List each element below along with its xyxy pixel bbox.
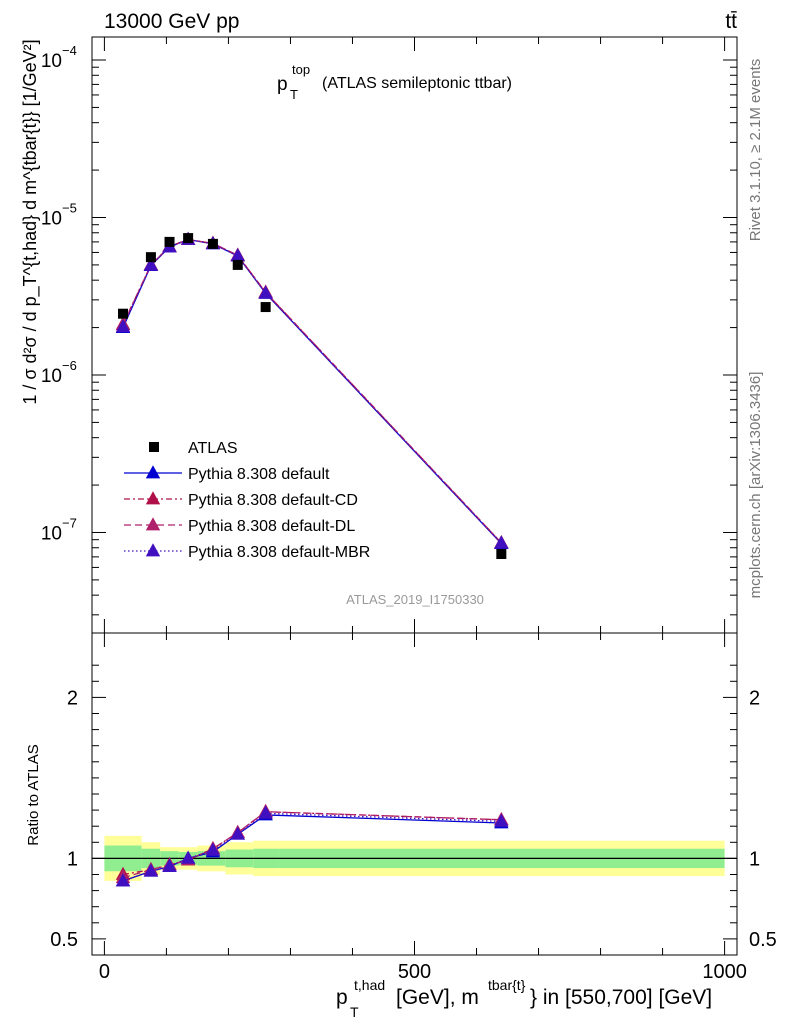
svg-text:−6: −6: [62, 358, 77, 373]
title-rest: (ATLAS semileptonic ttbar): [322, 75, 512, 92]
triangle-marker: [162, 858, 177, 872]
xlabel-sup: t,had: [354, 977, 385, 993]
xlabel-mid: [GeV], m: [396, 986, 479, 1009]
square-marker: [149, 442, 159, 452]
triangle-marker: [145, 491, 161, 505]
triangle-marker: [258, 285, 273, 299]
svg-text:10: 10: [41, 366, 62, 387]
series-line: [122, 238, 502, 544]
svg-text:10: 10: [41, 523, 62, 544]
triangle-marker: [494, 813, 509, 827]
ratio-series-line: [122, 811, 502, 879]
triangle-marker: [145, 465, 161, 479]
ratio-y-tick-label-right: 0.5: [749, 929, 777, 951]
ratio-y-tick-label: 2: [67, 687, 78, 709]
triangle-marker: [205, 842, 221, 856]
legend-entry: ATLAS: [149, 440, 238, 457]
svg-text:−4: −4: [62, 43, 77, 58]
legend-label: Pythia 8.308 default: [188, 466, 330, 483]
process-label: 13000 GeV pp: [104, 10, 239, 33]
y-tick-label: 10−6: [41, 358, 77, 387]
x-tick-label: 500: [398, 961, 431, 983]
triangle-marker: [145, 543, 161, 557]
legend: ATLAS Pythia 8.308 default Pythia 8.308 de…: [124, 440, 370, 561]
ratio-y-tick-label-right: 1: [749, 848, 760, 870]
title-sub: T: [290, 87, 298, 102]
y-tick-label: 10−5: [41, 201, 77, 230]
square-marker: [232, 259, 243, 270]
ratio-y-axis-label: Ratio to ATLAS: [25, 744, 42, 845]
legend-label: ATLAS: [188, 440, 238, 457]
analysis-id-label: ATLAS_2019_I1750330: [346, 592, 484, 607]
ratio-y-tick-label: 0.5: [50, 929, 78, 951]
legend-label: Pythia 8.308 default-MBR: [188, 544, 370, 561]
xlabel-sub: T: [350, 1004, 359, 1020]
ratio-series-pythia-8-308-default-mbr: [115, 805, 509, 887]
ratio-frame-rect: [91, 632, 738, 956]
triangle-marker: [180, 850, 196, 864]
rivet-version-label: Rivet 3.1.10, ≥ 2.1M events: [747, 59, 764, 242]
xlabel-rest: } in [550,700] [GeV]: [530, 986, 712, 1009]
legend-entry: Pythia 8.308 default-CD: [124, 491, 358, 509]
xlabel-main: p: [336, 986, 348, 1009]
square-marker: [207, 238, 218, 249]
triangle-marker: [230, 826, 245, 840]
triangle-marker: [145, 517, 161, 531]
x-tick-label: 0: [99, 961, 110, 983]
square-marker: [496, 549, 507, 560]
plot-title: p T top (ATLAS semileptonic ttbar): [277, 62, 512, 102]
triangle-marker: [230, 248, 245, 262]
x-axis-label: p T t,had [GeV], m tbar{t} } in [550,700…: [336, 977, 712, 1020]
svg-text:10: 10: [41, 51, 62, 72]
xlabel-sup2: tbar{t}: [488, 977, 526, 993]
y-tick-label: 10−4: [41, 43, 77, 72]
svg-text:10: 10: [41, 209, 62, 230]
square-marker: [145, 252, 156, 263]
ratio-series-group: [115, 803, 509, 887]
square-marker: [183, 233, 194, 244]
triangle-marker: [258, 805, 273, 819]
triangle-marker: [115, 319, 131, 333]
x-tick-label: 1000: [702, 961, 747, 983]
y-tick-label: 10−7: [41, 515, 77, 544]
triangle-marker: [143, 863, 159, 877]
title-sup: top: [292, 62, 310, 77]
triangle-marker: [143, 257, 159, 271]
legend-entry: Pythia 8.308 default-DL: [124, 517, 355, 535]
ratio-uncertainty-bands: [92, 835, 737, 881]
square-marker: [260, 302, 271, 313]
legend-label: Pythia 8.308 default-DL: [188, 518, 355, 535]
ratio-y-tick-label-right: 2: [749, 687, 760, 709]
svg-text:−5: −5: [62, 201, 77, 216]
title-main: p: [277, 74, 288, 95]
svg-text:−7: −7: [62, 515, 77, 530]
legend-entry: Pythia 8.308 default: [124, 465, 330, 483]
ratio-y-tick-label: 1: [67, 848, 78, 870]
triangle-marker: [494, 535, 509, 549]
square-marker: [164, 236, 175, 247]
main-series-group: [115, 231, 509, 560]
square-marker: [118, 308, 129, 319]
ratio-plot-frame: [91, 632, 738, 956]
ratio-axis-ticks: 0.5 0.5 1 1 2 2 0 500 1000: [50, 633, 777, 983]
main-y-axis-label: 1 / σ d²σ / d p_T^{t,had} d m^{tbar{t}} …: [20, 39, 41, 404]
triangle-marker: [115, 873, 131, 887]
main-y-axis-ticks: 10−710−610−510−4: [41, 37, 737, 633]
main-series-atlas: [118, 233, 507, 560]
legend-label: Pythia 8.308 default-CD: [188, 492, 358, 509]
final-state-tag: tt̄: [725, 10, 737, 33]
mcplots-label: mcplots.cern.ch [arXiv:1306.3436]: [747, 372, 764, 599]
legend-entry: Pythia 8.308 default-MBR: [124, 543, 370, 561]
